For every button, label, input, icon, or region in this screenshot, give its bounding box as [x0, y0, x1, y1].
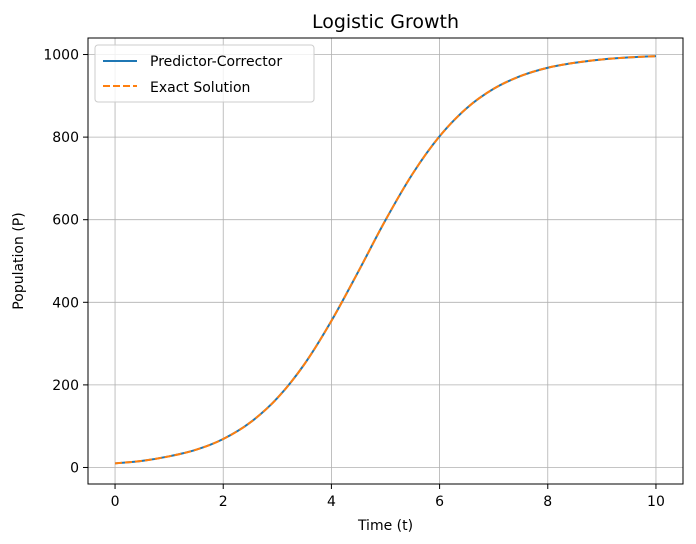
y-tick-label: 600 — [52, 213, 79, 229]
y-tick-label: 1000 — [43, 48, 79, 64]
x-tick-label: 6 — [435, 494, 444, 510]
x-tick-label: 8 — [543, 494, 552, 510]
series-line-predictor-corrector — [114, 55, 656, 465]
legend-box — [94, 44, 315, 103]
y-axis-ticks: 0 200 400 600 800 1000 — [43, 48, 88, 476]
series-lines — [114, 55, 656, 465]
series-line-exact-solution — [114, 55, 656, 465]
y-tick-label: 200 — [52, 378, 79, 394]
legend-label-predictor-corrector: Predictor-Corrector — [150, 54, 282, 70]
x-tick-label: 10 — [647, 494, 665, 510]
y-axis-label: Population (P) — [11, 212, 27, 309]
x-axis-label: Time (t) — [357, 518, 413, 534]
x-tick-label: 2 — [219, 494, 228, 510]
x-axis-ticks: 0 2 4 6 8 10 — [111, 484, 665, 510]
legend-label-exact-solution: Exact Solution — [150, 80, 250, 96]
grid — [88, 38, 683, 484]
legend: Predictor-Corrector Exact Solution — [94, 44, 315, 103]
x-tick-label: 4 — [327, 494, 336, 510]
x-tick-label: 0 — [111, 494, 120, 510]
plot-frame — [87, 37, 684, 485]
chart-title: Logistic Growth — [312, 11, 459, 33]
y-tick-label: 400 — [52, 295, 79, 311]
y-tick-label: 0 — [70, 460, 79, 476]
y-tick-label: 800 — [52, 130, 79, 146]
